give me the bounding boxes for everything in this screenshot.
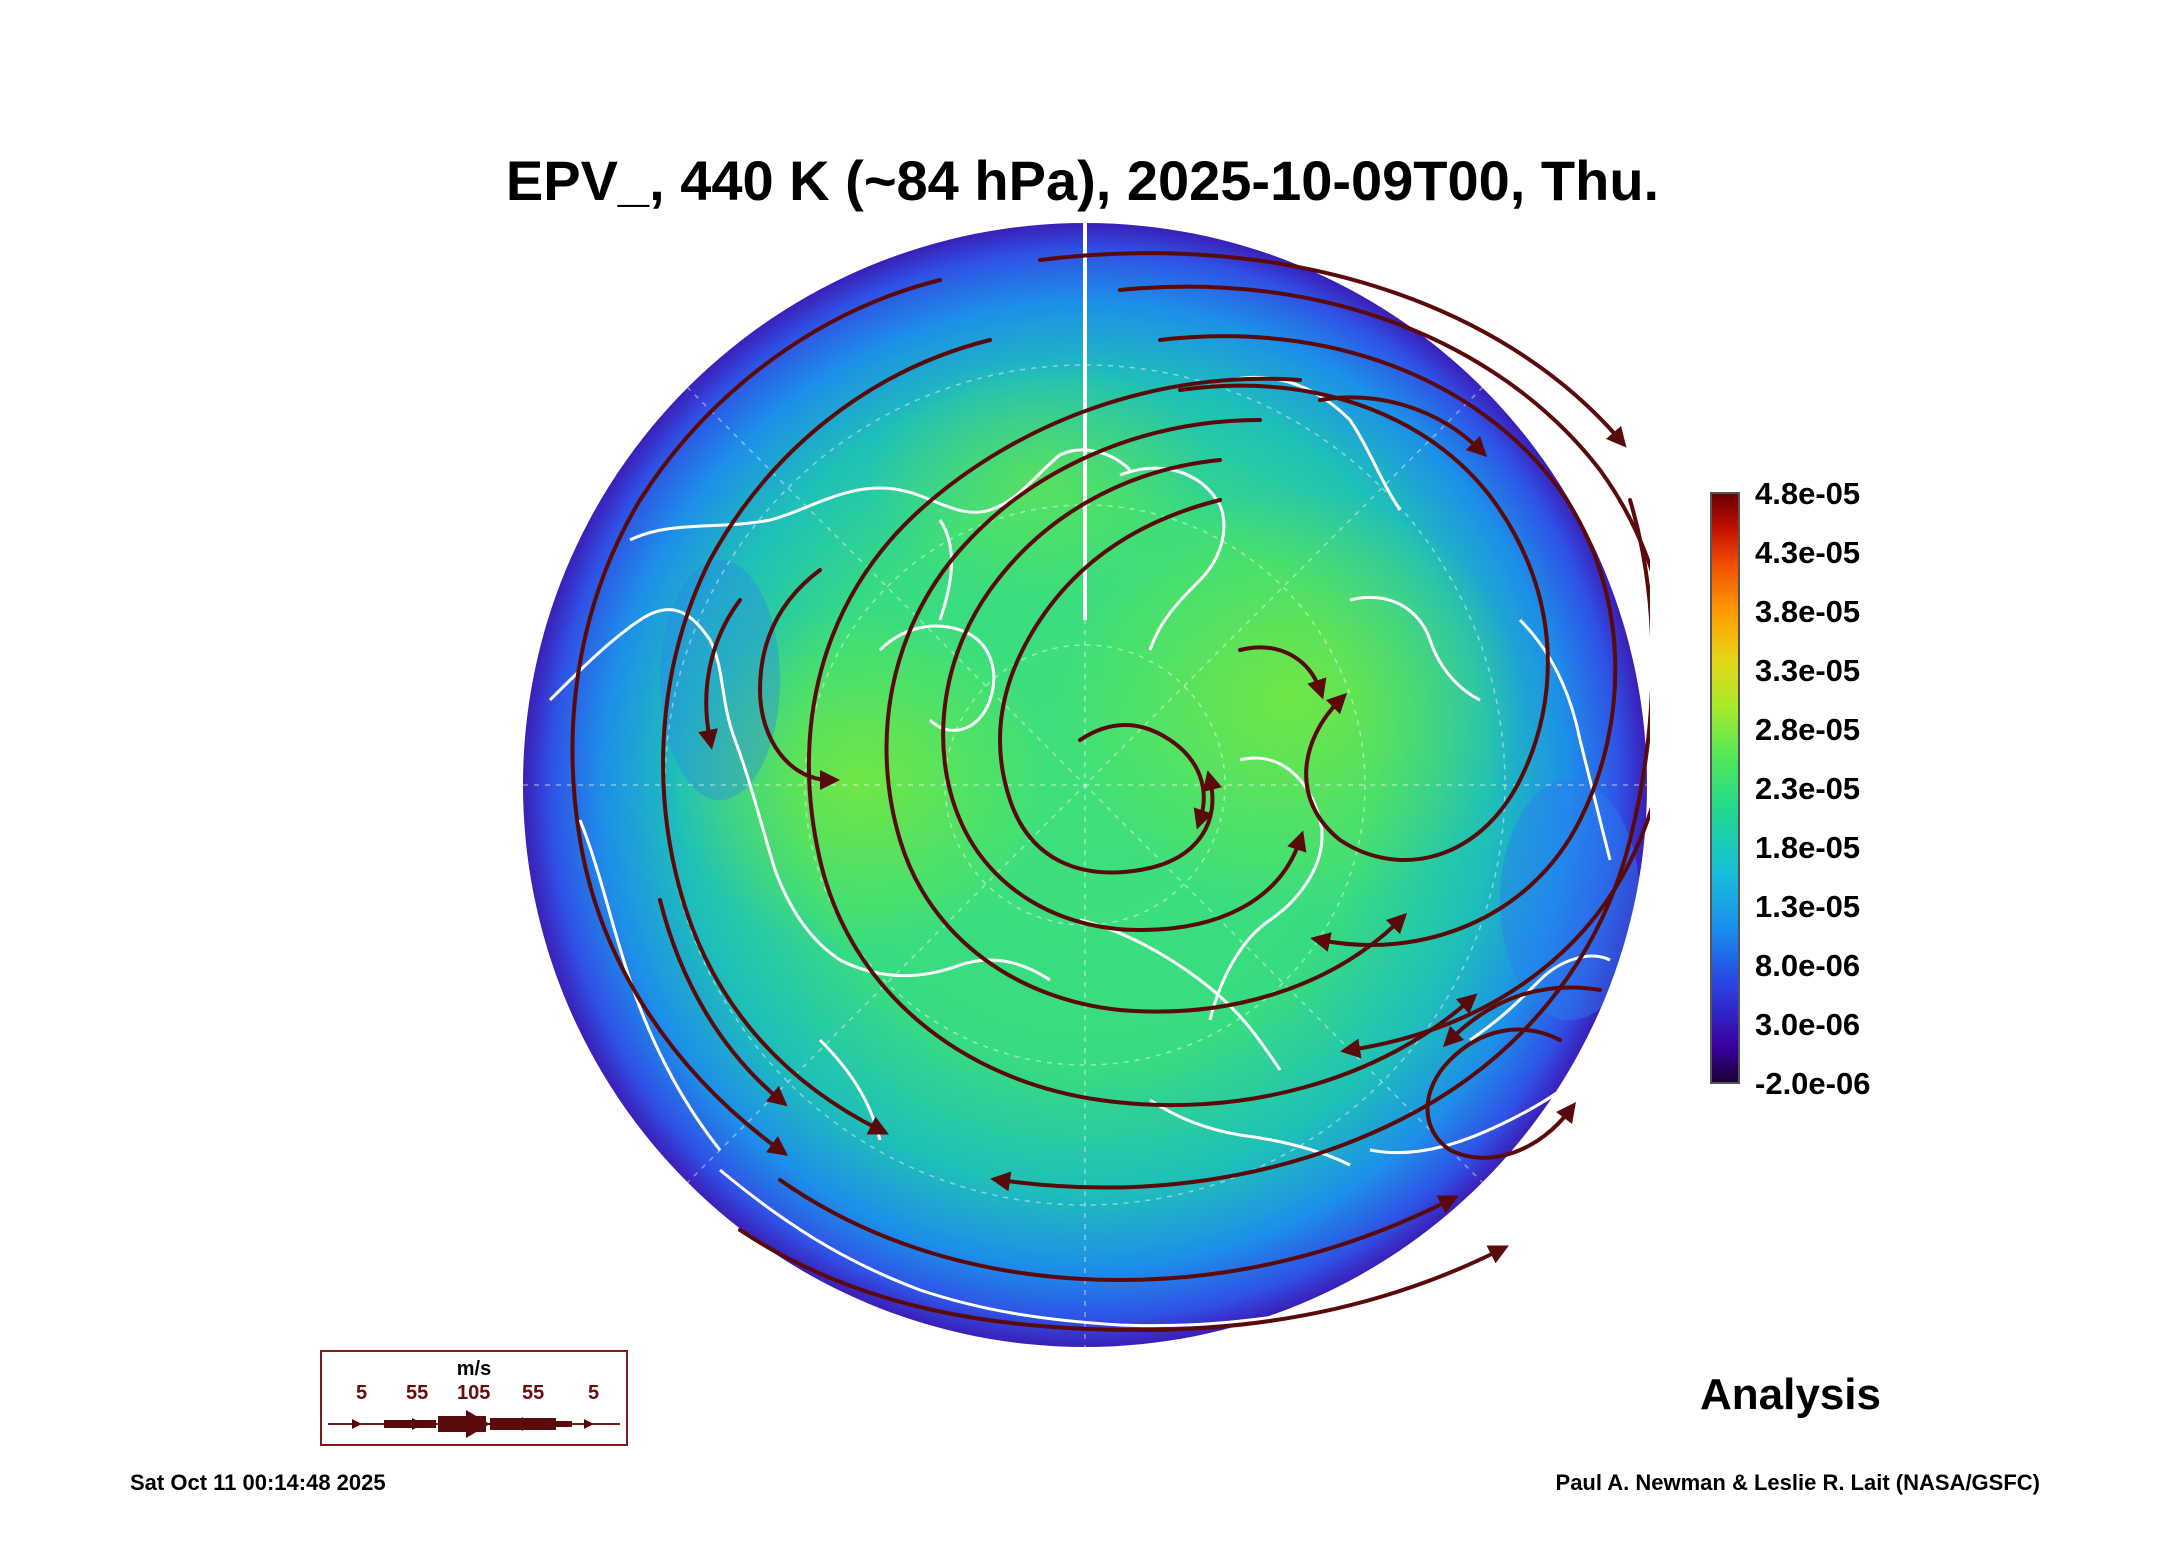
colorbar (1710, 492, 1740, 1084)
wind-legend-value: 5 (588, 1382, 600, 1404)
colorbar-label: 2.3e-05 (1755, 771, 1861, 806)
credit-line: Paul A. Newman & Leslie R. Lait (NASA/GS… (1555, 1470, 2040, 1495)
colorbar-label: 1.3e-05 (1755, 889, 1861, 924)
colorbar-label: 1.8e-05 (1755, 830, 1861, 865)
colorbar-label: 4.8e-05 (1755, 476, 1861, 511)
polar-map-canvas (523, 223, 1650, 1347)
generated-timestamp: Sat Oct 11 00:14:48 2025 (130, 1470, 386, 1495)
wind-legend-value: 55 (406, 1382, 429, 1404)
analysis-stamp: Analysis (1700, 1370, 1881, 1419)
wind-legend-value: 55 (522, 1382, 545, 1404)
wind-legend-value: 5 (356, 1382, 368, 1404)
colorbar-label: 3.8e-05 (1755, 594, 1861, 629)
wind-legend-unit: m/s (456, 1358, 492, 1380)
wind-speed-legend: m/s 5 55 105 55 5 (320, 1350, 628, 1446)
wind-legend-value: 105 (457, 1382, 491, 1404)
colorbar-label: 3.3e-05 (1755, 653, 1861, 688)
polar-map (520, 220, 1650, 1350)
colorbar-label: 2.8e-05 (1755, 712, 1861, 747)
streamlines (570, 251, 1650, 1333)
map-title: EPV_, 440 K (~84 hPa), 2025-10-09T00, Th… (505, 149, 1660, 212)
colorbar-label: 3.0e-06 (1755, 1007, 1861, 1042)
colorbar-label: 8.0e-06 (1755, 948, 1861, 983)
wind-legend-glyph (328, 1410, 620, 1438)
colorbar-label: -2.0e-06 (1755, 1066, 1871, 1101)
colorbar-label: 4.3e-05 (1755, 535, 1861, 570)
